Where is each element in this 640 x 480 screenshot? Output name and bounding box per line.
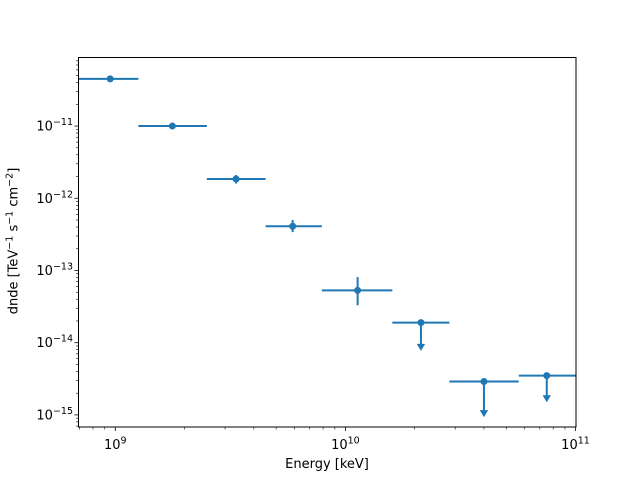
data-point bbox=[265, 220, 322, 233]
axes-background bbox=[78, 57, 576, 427]
y-axis-label-text: dnde [TeV bbox=[6, 249, 22, 315]
data-point bbox=[78, 75, 139, 83]
data-point bbox=[518, 372, 576, 403]
y-axis-label-superscript: −1 bbox=[4, 210, 16, 225]
marker bbox=[232, 175, 240, 183]
x-tick-label: 109 bbox=[104, 436, 127, 454]
y-axis-label-text: ] bbox=[6, 167, 22, 173]
y-axis-label-superscript: −2 bbox=[4, 172, 16, 187]
y-axis-label-text: s bbox=[6, 224, 22, 236]
data-point bbox=[206, 175, 266, 184]
x-tick-label: 1011 bbox=[561, 436, 590, 454]
upper-limit-arrow-head bbox=[542, 395, 551, 403]
x-axis-label: Energy [keV] bbox=[285, 457, 369, 472]
y-tick-label: 10−13 bbox=[36, 261, 73, 279]
y-tick-label: 10−12 bbox=[36, 189, 73, 207]
upper-limit-arrow-head bbox=[416, 343, 426, 351]
y-axis-label-superscript: −1 bbox=[4, 235, 16, 250]
y-tick-label: 10−15 bbox=[36, 406, 73, 424]
x-tick-label: 1010 bbox=[331, 436, 360, 454]
y-tick-label: 10−14 bbox=[36, 334, 73, 352]
y-axis-label: dnde [TeV−1 s−1 cm−2] bbox=[4, 168, 21, 315]
data-point bbox=[138, 122, 207, 130]
axes-spines bbox=[78, 57, 577, 428]
marker bbox=[417, 319, 425, 327]
y-axis-label-text: cm bbox=[6, 186, 22, 211]
marker bbox=[480, 378, 488, 386]
marker bbox=[106, 75, 114, 83]
data-point bbox=[321, 277, 393, 306]
marker bbox=[354, 286, 362, 294]
marker bbox=[543, 372, 551, 380]
marker bbox=[289, 222, 297, 230]
data-point bbox=[449, 378, 519, 418]
upper-limit-arrow-head bbox=[479, 410, 489, 418]
data-point bbox=[392, 319, 450, 351]
y-tick-label: 10−11 bbox=[36, 117, 73, 135]
marker bbox=[168, 122, 176, 130]
